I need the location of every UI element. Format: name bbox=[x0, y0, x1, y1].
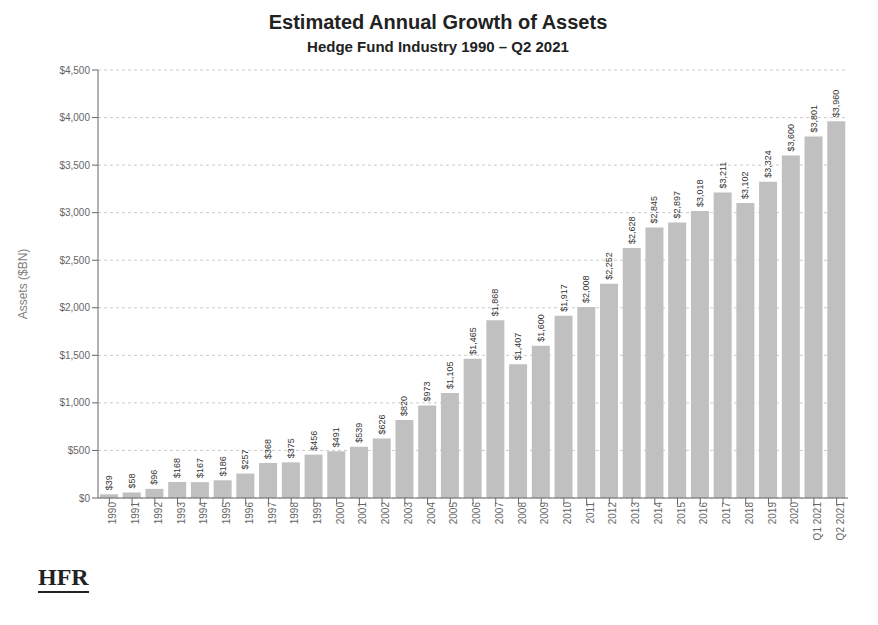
svg-text:$0: $0 bbox=[79, 493, 91, 504]
svg-text:$1,000: $1,000 bbox=[59, 397, 90, 408]
svg-text:2011: 2011 bbox=[585, 502, 596, 524]
svg-text:Assets ($BN): Assets ($BN) bbox=[16, 249, 30, 320]
svg-text:$2,008: $2,008 bbox=[581, 275, 591, 303]
svg-text:2001: 2001 bbox=[357, 502, 368, 525]
svg-text:$456: $456 bbox=[309, 431, 319, 451]
svg-text:$1,600: $1,600 bbox=[536, 314, 546, 342]
svg-text:$58: $58 bbox=[127, 473, 137, 488]
svg-text:1997: 1997 bbox=[267, 502, 278, 525]
svg-text:2006: 2006 bbox=[471, 502, 482, 525]
svg-text:$3,960: $3,960 bbox=[831, 90, 841, 118]
svg-text:$491: $491 bbox=[331, 427, 341, 447]
svg-text:2020: 2020 bbox=[789, 502, 800, 525]
svg-text:$4,000: $4,000 bbox=[59, 112, 90, 123]
svg-text:2014: 2014 bbox=[653, 502, 664, 525]
svg-text:$3,600: $3,600 bbox=[786, 124, 796, 152]
svg-text:$3,324: $3,324 bbox=[763, 150, 773, 178]
svg-text:2013: 2013 bbox=[630, 502, 641, 525]
svg-text:$500: $500 bbox=[68, 445, 91, 456]
svg-text:2004: 2004 bbox=[426, 502, 437, 525]
svg-text:$2,628: $2,628 bbox=[627, 217, 637, 245]
svg-text:$539: $539 bbox=[354, 423, 364, 443]
svg-text:2017: 2017 bbox=[721, 502, 732, 525]
svg-text:2003: 2003 bbox=[403, 502, 414, 525]
svg-text:$1,407: $1,407 bbox=[513, 333, 523, 361]
svg-text:Q2 2021: Q2 2021 bbox=[835, 502, 846, 541]
svg-text:$2,897: $2,897 bbox=[672, 191, 682, 219]
svg-text:1999: 1999 bbox=[312, 502, 323, 525]
svg-text:$2,845: $2,845 bbox=[649, 196, 659, 224]
svg-text:$186: $186 bbox=[218, 456, 228, 476]
html-text:HFR: HFR bbox=[38, 564, 89, 590]
svg-text:2009: 2009 bbox=[539, 502, 550, 525]
svg-text:$3,000: $3,000 bbox=[59, 207, 90, 218]
svg-text:1994: 1994 bbox=[198, 502, 209, 525]
svg-text:$257: $257 bbox=[240, 450, 250, 470]
html-text:Hedge Fund Industry 1990 – Q2: Hedge Fund Industry 1990 – Q2 2021 bbox=[307, 38, 569, 55]
svg-text:$1,868: $1,868 bbox=[490, 289, 500, 317]
svg-text:$1,105: $1,105 bbox=[445, 361, 455, 389]
svg-text:$1,500: $1,500 bbox=[59, 350, 90, 361]
svg-text:1995: 1995 bbox=[221, 502, 232, 525]
svg-text:1993: 1993 bbox=[176, 502, 187, 525]
svg-text:2018: 2018 bbox=[744, 502, 755, 525]
svg-text:$1,465: $1,465 bbox=[468, 327, 478, 355]
svg-text:$973: $973 bbox=[422, 381, 432, 401]
svg-text:$3,018: $3,018 bbox=[695, 179, 705, 207]
svg-text:$4,500: $4,500 bbox=[59, 65, 90, 76]
svg-text:$3,211: $3,211 bbox=[718, 162, 728, 189]
svg-text:$368: $368 bbox=[263, 439, 273, 459]
svg-text:$168: $168 bbox=[172, 458, 182, 478]
svg-text:$3,801: $3,801 bbox=[809, 105, 819, 133]
svg-text:2000: 2000 bbox=[335, 502, 346, 525]
svg-text:2007: 2007 bbox=[494, 502, 505, 525]
svg-text:2015: 2015 bbox=[676, 502, 687, 525]
svg-text:2012: 2012 bbox=[607, 502, 618, 525]
svg-text:2010: 2010 bbox=[562, 502, 573, 525]
svg-text:$2,000: $2,000 bbox=[59, 302, 90, 313]
svg-text:$2,252: $2,252 bbox=[604, 252, 614, 280]
svg-text:$167: $167 bbox=[195, 458, 205, 478]
svg-text:$2,500: $2,500 bbox=[59, 255, 90, 266]
svg-text:$39: $39 bbox=[104, 475, 114, 490]
svg-text:2016: 2016 bbox=[698, 502, 709, 525]
html-text:Estimated Annual Growth of Ass: Estimated Annual Growth of Assets bbox=[268, 11, 608, 33]
svg-text:$3,102: $3,102 bbox=[740, 171, 750, 199]
svg-text:$3,500: $3,500 bbox=[59, 160, 90, 171]
svg-text:1998: 1998 bbox=[289, 502, 300, 525]
svg-text:2008: 2008 bbox=[517, 502, 528, 525]
svg-text:2002: 2002 bbox=[380, 502, 391, 525]
svg-text:2005: 2005 bbox=[448, 502, 459, 525]
svg-text:2019: 2019 bbox=[767, 502, 778, 525]
svg-text:1996: 1996 bbox=[244, 502, 255, 525]
svg-text:$820: $820 bbox=[399, 396, 409, 416]
svg-text:1991: 1991 bbox=[130, 502, 141, 525]
svg-text:$375: $375 bbox=[286, 438, 296, 458]
svg-text:1990: 1990 bbox=[107, 502, 118, 525]
svg-text:$626: $626 bbox=[377, 414, 387, 434]
svg-text:Q1 2021: Q1 2021 bbox=[812, 502, 823, 541]
svg-text:$96: $96 bbox=[149, 470, 159, 485]
svg-text:$1,917: $1,917 bbox=[559, 284, 569, 312]
svg-text:1992: 1992 bbox=[153, 502, 164, 525]
